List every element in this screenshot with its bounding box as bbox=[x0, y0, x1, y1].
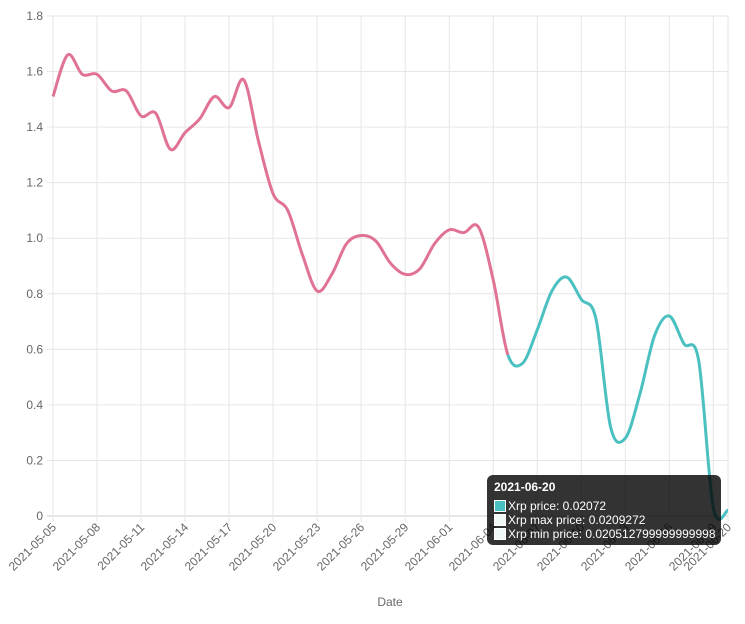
y-tick-label: 0.2 bbox=[26, 453, 43, 467]
tooltip: 2021-06-20 Xrp price: 0.02072 Xrp max pr… bbox=[487, 475, 721, 545]
tooltip-max-text: Xrp max price: 0.0209272 bbox=[508, 513, 646, 527]
price-line-segment-red[interactable] bbox=[51, 53, 510, 356]
y-tick-label: 1.6 bbox=[26, 65, 43, 79]
y-tick-label: 0.4 bbox=[26, 398, 43, 412]
tooltip-row-price: Xrp price: 0.02072 bbox=[494, 499, 606, 513]
tooltip-title: 2021-06-20 bbox=[494, 480, 556, 494]
max-color-swatch bbox=[494, 514, 506, 526]
x-axis-title: Date bbox=[377, 595, 403, 609]
y-tick-label: 0 bbox=[36, 509, 43, 523]
y-tick-label: 0.6 bbox=[26, 342, 43, 356]
price-line[interactable] bbox=[51, 53, 730, 521]
x-tick-label: 2021-05-08 bbox=[50, 520, 104, 574]
min-color-swatch bbox=[494, 528, 506, 540]
price-color-swatch bbox=[494, 500, 506, 512]
y-tick-label: 0.8 bbox=[26, 287, 43, 301]
tooltip-min-text: Xrp min price: 0.020512799999999998 bbox=[508, 527, 716, 541]
tooltip-row-max: Xrp max price: 0.0209272 bbox=[494, 513, 645, 527]
tooltip-row-min: Xrp min price: 0.020512799999999998 bbox=[494, 527, 716, 541]
y-tick-label: 1.2 bbox=[26, 176, 43, 190]
price-line-segment-teal[interactable] bbox=[506, 275, 730, 521]
y-axis-ticks: 0 0.2 0.4 0.6 0.8 1.0 1.2 1.4 1.6 1.8 bbox=[26, 9, 43, 523]
tooltip-price-text: Xrp price: 0.02072 bbox=[508, 499, 607, 513]
y-tick-label: 1.8 bbox=[26, 9, 43, 23]
y-tick-label: 1.0 bbox=[26, 231, 43, 245]
grid-lines bbox=[47, 15, 729, 522]
y-tick-label: 1.4 bbox=[26, 120, 43, 134]
